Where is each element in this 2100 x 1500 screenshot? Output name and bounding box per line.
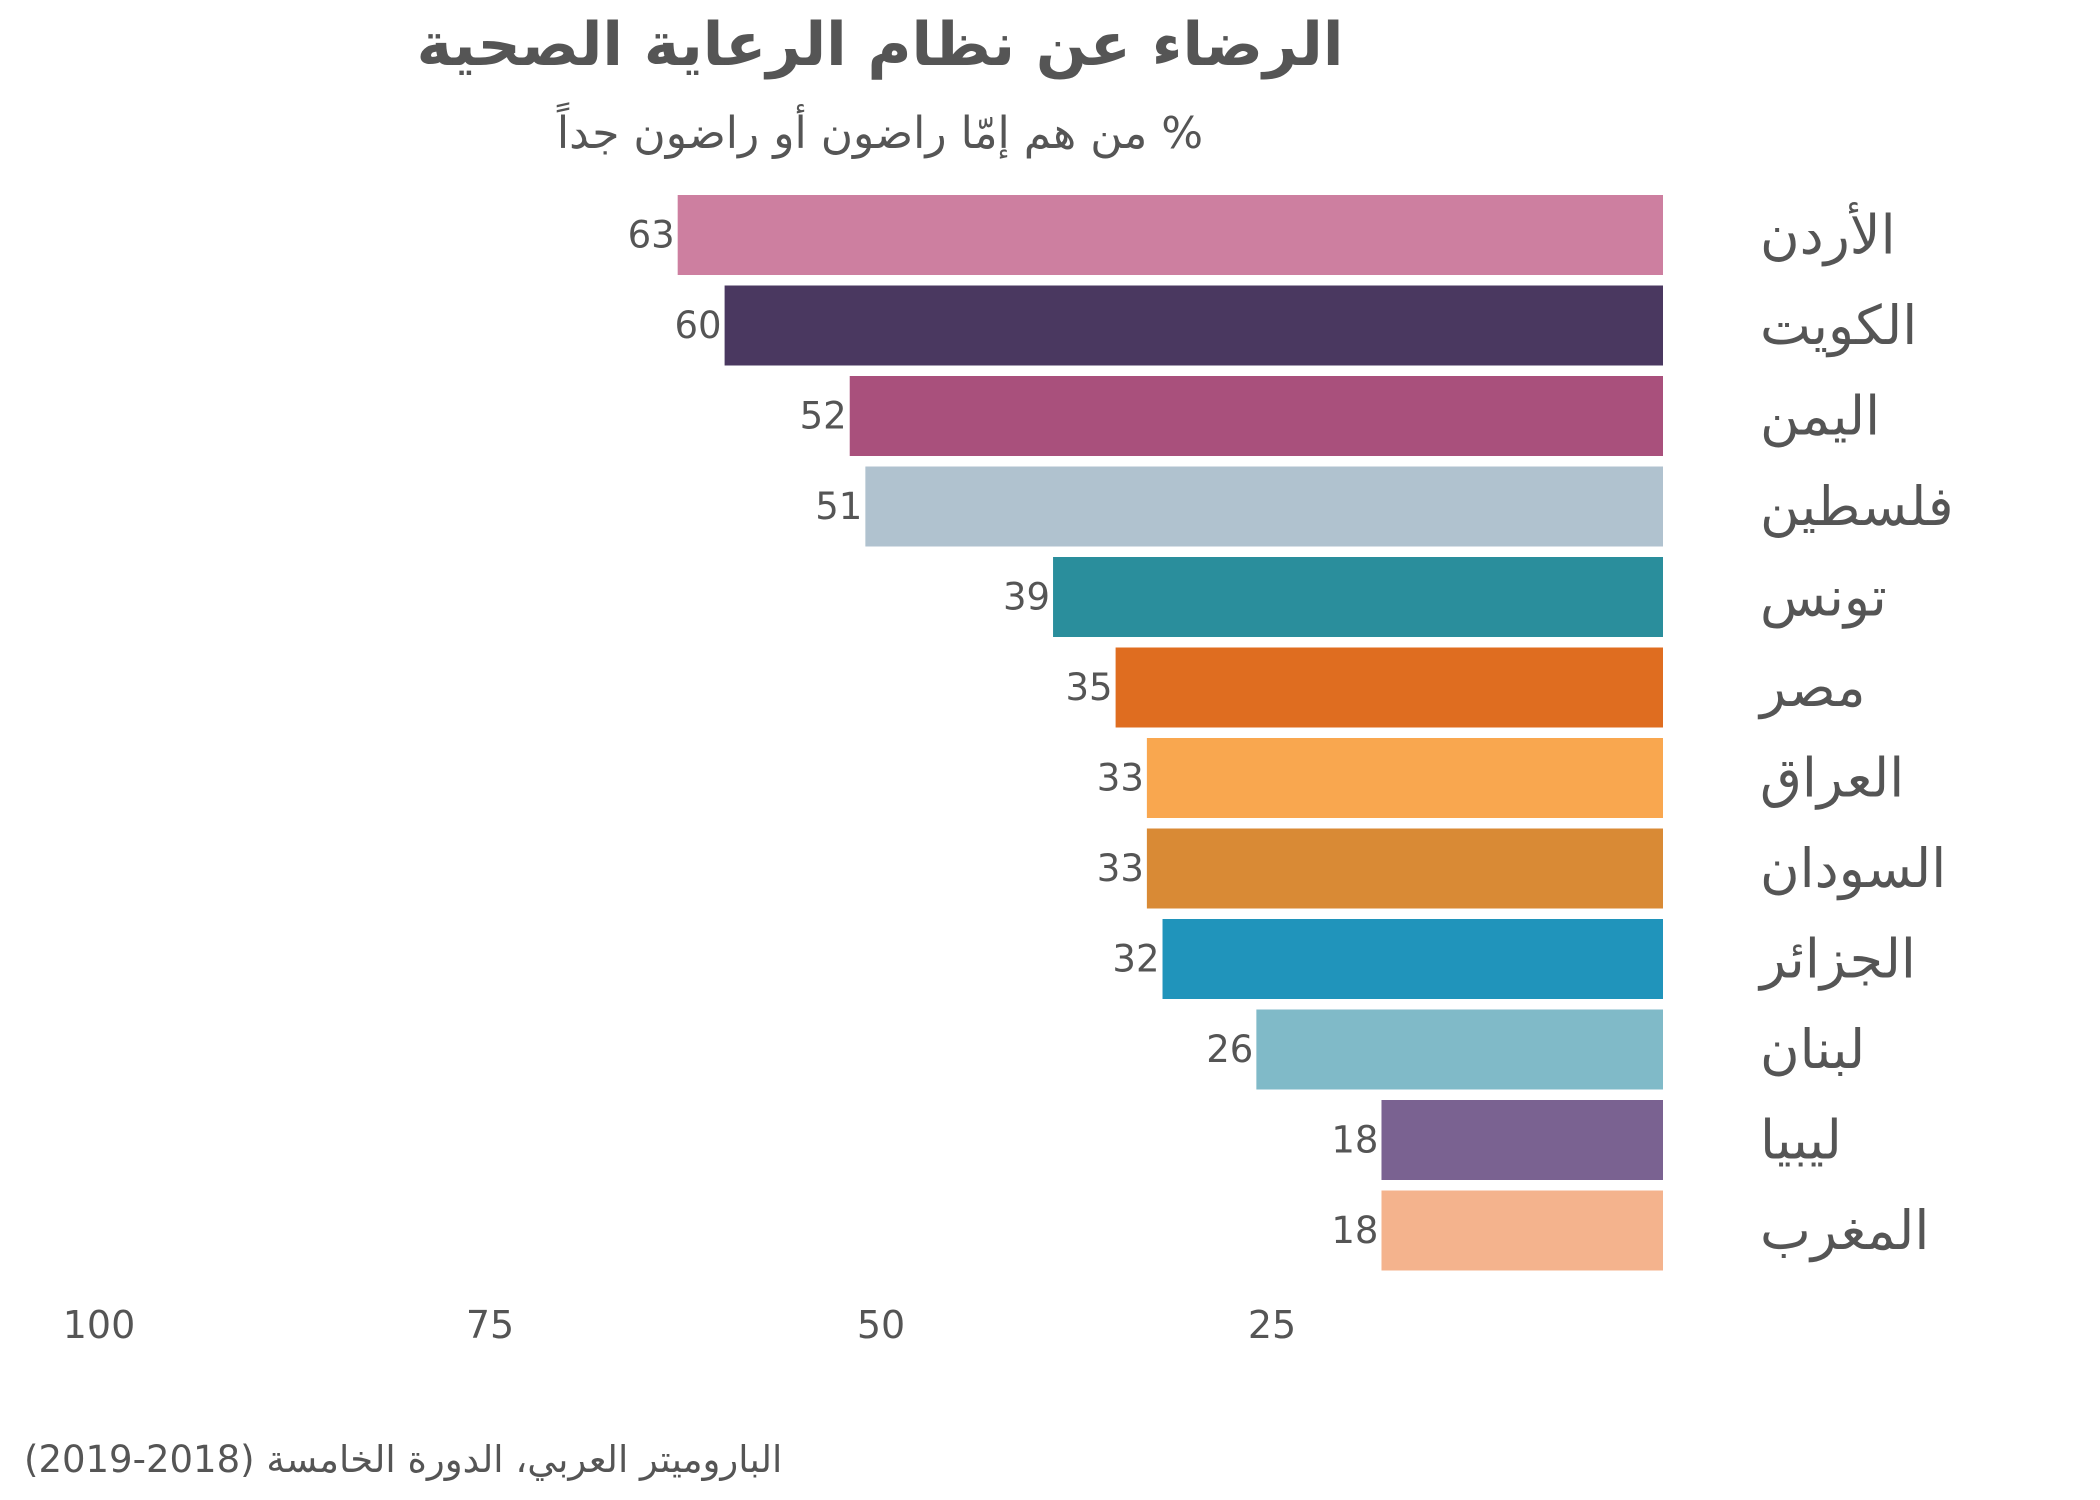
category-label: الجزائر: [1757, 928, 1916, 991]
bar-value-labels: 63 60 52 51 39 35 33 33 32 26 18 18: [628, 214, 1379, 1253]
category-labels: الأردن الكويت اليمن فلسطين تونس مصر العراق السو…: [1757, 202, 1954, 1263]
bar-value-label: 32: [1112, 938, 1159, 981]
category-label: ليبيا: [1760, 1109, 1842, 1172]
bar-2: [849, 376, 1663, 456]
x-tick-label: 25: [1248, 1303, 1296, 1347]
bar-value-label: 51: [815, 485, 862, 528]
bar-value-label: 39: [1003, 576, 1050, 619]
bar-value-label: 60: [675, 304, 722, 347]
category-label: فلسطين: [1760, 475, 1954, 538]
bar-value-label: 63: [628, 214, 675, 257]
bar-value-label: 18: [1331, 1209, 1378, 1252]
bar-value-label: 52: [800, 395, 847, 438]
category-label: اليمن: [1760, 385, 1880, 448]
chart-subtitle: % من هم إمّا راضون أو راضون جداً: [556, 108, 1204, 159]
bar-6: [1146, 738, 1663, 818]
x-tick-label: 100: [63, 1303, 136, 1347]
category-label: مصر: [1757, 656, 1866, 719]
category-label: العراق: [1760, 747, 1904, 810]
category-label: تونس: [1760, 566, 1887, 629]
bar-value-label: 33: [1097, 757, 1144, 800]
bars-layer: [677, 195, 1663, 1271]
chart-source: الباروميتر العربي، الدورة الخامسة (2018-…: [24, 1438, 783, 1481]
x-tick-label: 75: [466, 1303, 514, 1347]
bar-10: [1381, 1100, 1663, 1180]
bar-3: [865, 466, 1663, 547]
bar-4: [1053, 557, 1663, 637]
category-label: لبنان: [1760, 1018, 1865, 1081]
bar-8: [1162, 919, 1663, 999]
bar-value-label: 35: [1066, 666, 1113, 709]
bar-1: [724, 285, 1663, 366]
category-label: السودان: [1760, 837, 1946, 900]
bar-value-label: 26: [1206, 1028, 1253, 1071]
chart-title: الرضاء عن نظام الرعاية الصحية: [416, 10, 1344, 80]
bar-0: [677, 195, 1663, 275]
bar-5: [1115, 647, 1663, 728]
category-label: الكويت: [1760, 294, 1917, 357]
bar-value-label: 33: [1097, 847, 1144, 890]
category-label: المغرب: [1760, 1199, 1929, 1262]
x-axis-ticks: 100 75 50 25: [63, 1303, 1296, 1347]
bar-11: [1381, 1190, 1663, 1271]
bar-value-label: 18: [1331, 1119, 1378, 1162]
category-label: الأردن: [1760, 202, 1896, 267]
x-tick-label: 50: [857, 1303, 905, 1347]
bar-9: [1256, 1009, 1663, 1090]
bar-7: [1146, 828, 1663, 909]
